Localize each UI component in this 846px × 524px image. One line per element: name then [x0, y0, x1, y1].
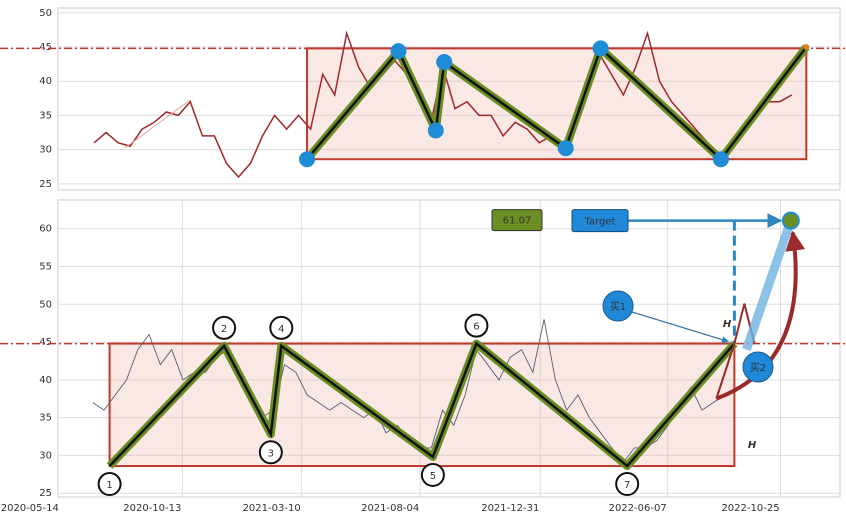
- pivot-label: 5: [430, 471, 436, 482]
- y-tick-label: 60: [39, 224, 52, 235]
- y-tick-label: 35: [39, 110, 52, 121]
- y-tick-label: 50: [39, 299, 52, 310]
- x-tick-label: 2021-08-04: [361, 503, 419, 514]
- target-label: Target: [584, 217, 616, 228]
- pivot-label: 2: [221, 324, 227, 335]
- pivot-marker: [269, 315, 294, 340]
- y-tick-label: 45: [39, 42, 52, 53]
- x-tick-label: 2020-05-14: [1, 503, 59, 514]
- y-tick-label: 25: [39, 179, 52, 190]
- pivot-point: [557, 140, 574, 157]
- y-tick-label: 40: [39, 375, 52, 386]
- x-tick-label: 2022-06-07: [609, 503, 667, 514]
- pivot-point: [436, 54, 453, 71]
- x-tick-label: 2020-10-13: [123, 503, 181, 514]
- pivot-point: [712, 151, 729, 168]
- pivot-point: [299, 151, 316, 168]
- breakout-path: [715, 303, 756, 399]
- y-tick-label: 35: [39, 413, 52, 424]
- y-tick-label: 40: [39, 76, 52, 87]
- pivot-point: [592, 40, 609, 57]
- target-value-label: 61.07: [503, 216, 532, 227]
- y-tick-label: 55: [39, 262, 52, 273]
- buy2-label: 买2: [750, 362, 766, 374]
- pivot-label: 7: [624, 480, 630, 491]
- pivot-marker: [258, 440, 283, 465]
- curve-arrow: [715, 230, 806, 401]
- pivot-label: 4: [278, 324, 284, 335]
- pivot-marker: [615, 472, 640, 497]
- pivot-marker: [97, 472, 122, 497]
- h-label: H: [723, 319, 732, 330]
- x-tick-label: 2021-12-31: [481, 503, 539, 514]
- pivot-point: [390, 43, 407, 60]
- buy2-badge: [742, 351, 774, 383]
- pivot-marker: [464, 313, 489, 338]
- y-tick-label: 30: [39, 450, 52, 461]
- target-point: [781, 211, 800, 230]
- buy1-badge: [602, 290, 634, 322]
- y-tick-label: 50: [39, 8, 52, 19]
- y-tick-label: 25: [39, 488, 52, 499]
- pivot-marker: [212, 315, 237, 340]
- pivot-point: [427, 122, 444, 139]
- pivot-marker: [420, 462, 445, 487]
- target-leg: [742, 219, 796, 352]
- h-label: H: [748, 440, 757, 451]
- plot-frame: [57, 199, 841, 498]
- pivot-label: 3: [268, 448, 274, 459]
- x-tick-label: 2021-03-10: [243, 503, 301, 514]
- pivot-label: 1: [106, 480, 112, 491]
- value-box: [491, 209, 543, 232]
- target-box: [571, 209, 629, 233]
- y-tick-label: 45: [39, 337, 52, 348]
- buy1-arrow: [631, 311, 730, 344]
- projection-arrow: [124, 99, 191, 149]
- x-tick-label: 2022-10-25: [721, 503, 779, 514]
- zigzag-line: [306, 46, 808, 162]
- pivot-label: 6: [473, 322, 479, 333]
- zigzag-line: [108, 341, 736, 468]
- pivot-point: [803, 44, 810, 50]
- y-tick-label: 30: [39, 145, 52, 156]
- buy1-label: 买1: [610, 301, 626, 313]
